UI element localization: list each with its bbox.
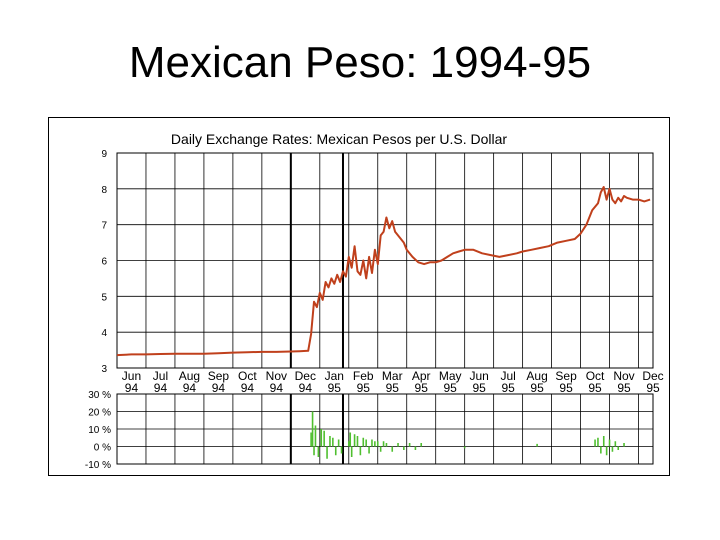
x-tick-year: 95 <box>472 381 486 395</box>
percent-y-tick-labels: 30 % 20 % 10 % 0 % -10 % <box>85 390 111 471</box>
x-tick-month: Feb <box>353 369 374 383</box>
x-tick-year: 94 <box>270 381 284 395</box>
percent-tick-label: -10 % <box>85 460 111 471</box>
x-tick-year: 94 <box>241 381 255 395</box>
y-tick-label: 8 <box>101 185 107 196</box>
x-tick-month: Sep <box>208 369 230 383</box>
x-tick-year: 94 <box>299 381 313 395</box>
x-tick-month: Mar <box>382 369 403 383</box>
x-tick-year: 95 <box>386 381 400 395</box>
percent-tick-label: 0 % <box>94 443 111 454</box>
x-tick-year: 95 <box>501 381 515 395</box>
x-tick-year: 95 <box>617 381 631 395</box>
chart-frame: Daily Exchange Rates: Mexican Pesos per … <box>48 117 670 476</box>
x-tick-month: Jul <box>153 369 168 383</box>
x-tick-year: 95 <box>357 381 371 395</box>
x-tick-month: Dec <box>295 369 316 383</box>
x-tick-month: Nov <box>613 369 634 383</box>
x-tick-labels: Jun94Jul94Aug94Sep94Oct94Nov94Dec94Jan95… <box>122 369 664 395</box>
y-tick-label: 5 <box>101 292 107 303</box>
percent-change-grid <box>116 393 654 465</box>
x-tick-month: Apr <box>412 369 431 383</box>
series-line <box>116 186 651 357</box>
percent-tick-label: 30 % <box>88 390 111 401</box>
percent-tick-label: 20 % <box>88 408 111 419</box>
x-tick-month: Aug <box>526 369 547 383</box>
x-tick-month: Dec <box>642 369 663 383</box>
x-tick-year: 94 <box>212 381 226 395</box>
main-plot-grid <box>116 152 654 369</box>
x-tick-month: Jul <box>500 369 515 383</box>
x-tick-year: 95 <box>646 381 660 395</box>
x-tick-month: Oct <box>238 369 257 383</box>
y-tick-label: 9 <box>101 149 107 160</box>
y-tick-label: 6 <box>101 257 107 268</box>
x-tick-year: 94 <box>125 381 139 395</box>
x-tick-year: 95 <box>328 381 342 395</box>
x-tick-month: May <box>439 369 462 383</box>
percent-tick-label: 10 % <box>88 425 111 436</box>
x-tick-year: 94 <box>154 381 168 395</box>
x-tick-year: 95 <box>559 381 573 395</box>
exchange-rate-series <box>116 186 651 357</box>
exchange-rate-chart: Daily Exchange Rates: Mexican Pesos per … <box>85 131 664 471</box>
main-y-tick-labels: 3 4 5 6 7 8 9 <box>101 149 107 375</box>
x-tick-month: Sep <box>555 369 577 383</box>
x-tick-year: 95 <box>415 381 429 395</box>
x-tick-month: Jun <box>469 369 488 383</box>
x-tick-month: Aug <box>179 369 200 383</box>
x-tick-month: Nov <box>266 369 287 383</box>
percent-change-bars <box>310 411 625 459</box>
x-tick-year: 95 <box>444 381 458 395</box>
y-tick-label: 7 <box>101 221 107 232</box>
x-tick-month: Oct <box>586 369 605 383</box>
chart-title: Daily Exchange Rates: Mexican Pesos per … <box>171 131 507 147</box>
y-tick-label: 3 <box>101 364 107 375</box>
x-tick-month: Jun <box>122 369 141 383</box>
x-tick-year: 95 <box>588 381 602 395</box>
slide-title: Mexican Peso: 1994-95 <box>128 38 592 87</box>
x-tick-month: Jan <box>325 369 344 383</box>
x-tick-year: 95 <box>530 381 544 395</box>
y-tick-label: 4 <box>101 328 107 339</box>
x-tick-year: 94 <box>183 381 197 395</box>
